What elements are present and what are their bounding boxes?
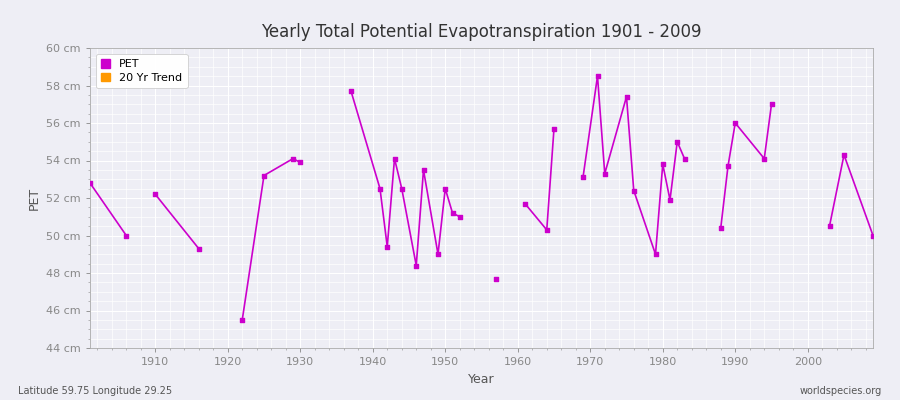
Point [387, 156, 401, 162]
Point [394, 186, 409, 192]
Legend: PET, 20 Yr Trend: PET, 20 Yr Trend [95, 54, 187, 88]
Point [648, 251, 662, 258]
Point [540, 227, 554, 233]
Point [598, 170, 612, 177]
Y-axis label: PET: PET [28, 186, 40, 210]
Point [866, 232, 880, 239]
Point [670, 138, 684, 145]
Point [678, 156, 692, 162]
Point [344, 88, 358, 94]
Point [728, 120, 742, 126]
Point [714, 225, 728, 231]
Point [192, 246, 206, 252]
Point [380, 244, 394, 250]
Point [576, 174, 590, 180]
X-axis label: Year: Year [468, 372, 495, 386]
Point [119, 232, 133, 239]
Point [626, 187, 641, 194]
Point [83, 180, 97, 186]
Point [764, 101, 778, 108]
Point [286, 156, 301, 162]
Point [489, 276, 503, 282]
Point [655, 161, 670, 168]
Text: worldspecies.org: worldspecies.org [800, 386, 882, 396]
Point [293, 159, 308, 166]
Point [518, 200, 532, 207]
Point [431, 251, 446, 258]
Point [757, 156, 771, 162]
Title: Yearly Total Potential Evapotranspiration 1901 - 2009: Yearly Total Potential Evapotranspiratio… [261, 23, 702, 41]
Point [662, 197, 677, 203]
Point [453, 214, 467, 220]
Point [235, 317, 249, 323]
Point [721, 163, 735, 169]
Point [438, 186, 453, 192]
Point [256, 172, 271, 179]
Point [547, 126, 562, 132]
Point [837, 152, 851, 158]
Point [590, 73, 605, 79]
Point [409, 262, 424, 269]
Point [417, 167, 431, 173]
Point [823, 223, 837, 229]
Point [373, 186, 387, 192]
Text: Latitude 59.75 Longitude 29.25: Latitude 59.75 Longitude 29.25 [18, 386, 172, 396]
Point [148, 191, 162, 198]
Point [446, 210, 460, 216]
Point [619, 94, 634, 100]
